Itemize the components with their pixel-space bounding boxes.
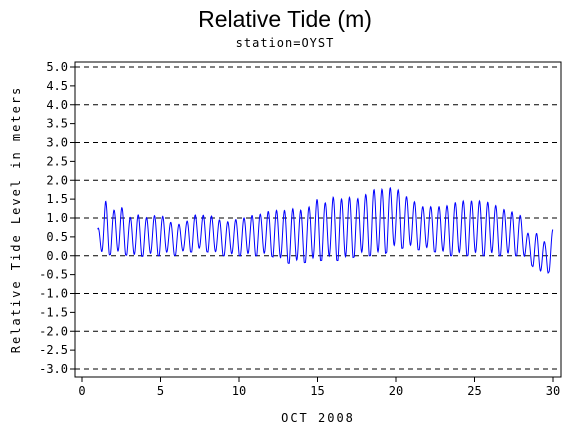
x-tick-label: 30	[546, 384, 560, 398]
y-tick-label: -2.5	[39, 343, 68, 357]
x-axis: 0 5 10 15 20 25 30	[78, 377, 560, 398]
x-tick-label: 15	[310, 384, 324, 398]
x-tick-label: 0	[78, 384, 85, 398]
x-axis-title: OCT 2008	[281, 411, 355, 425]
series-group	[97, 187, 554, 274]
y-tick-label: -0.5	[39, 268, 68, 282]
chart-subtitle: station=OYST	[235, 36, 335, 50]
tide-series-line	[97, 187, 554, 274]
y-tick-label: 4.0	[46, 98, 68, 112]
y-axis: 5.0 4.5 4.0 3.5 3.0 2.5 2.0 1.5 1.0 0.5 0.0 -0.5 -1.…	[39, 60, 75, 376]
y-tick-label: 1.5	[46, 192, 68, 206]
x-tick-label: 10	[232, 384, 246, 398]
chart-title: Relative Tide (m)	[198, 6, 372, 32]
y-tick-label: 5.0	[46, 60, 68, 74]
plot-frame	[74, 61, 562, 378]
x-tick-label: 20	[389, 384, 403, 398]
y-tick-label: 4.5	[46, 79, 68, 93]
x-tick-label: 5	[157, 384, 164, 398]
x-tick-label: 25	[467, 384, 481, 398]
y-tick-label: 0.0	[46, 249, 68, 263]
y-tick-label: 0.5	[46, 230, 68, 244]
y-tick-label: 3.5	[46, 117, 68, 131]
y-tick-label: 2.5	[46, 154, 68, 168]
grid-lines	[75, 66, 561, 370]
y-tick-label: -3.0	[39, 362, 68, 376]
y-tick-label: -1.0	[39, 287, 68, 301]
y-tick-label: 1.0	[46, 211, 68, 225]
y-tick-label: 3.0	[46, 136, 68, 150]
y-tick-label: -1.5	[39, 305, 68, 319]
y-tick-label: -2.0	[39, 324, 68, 338]
y-axis-title: Relative Tide Level in meters	[9, 86, 23, 354]
y-tick-label: 2.0	[46, 173, 68, 187]
